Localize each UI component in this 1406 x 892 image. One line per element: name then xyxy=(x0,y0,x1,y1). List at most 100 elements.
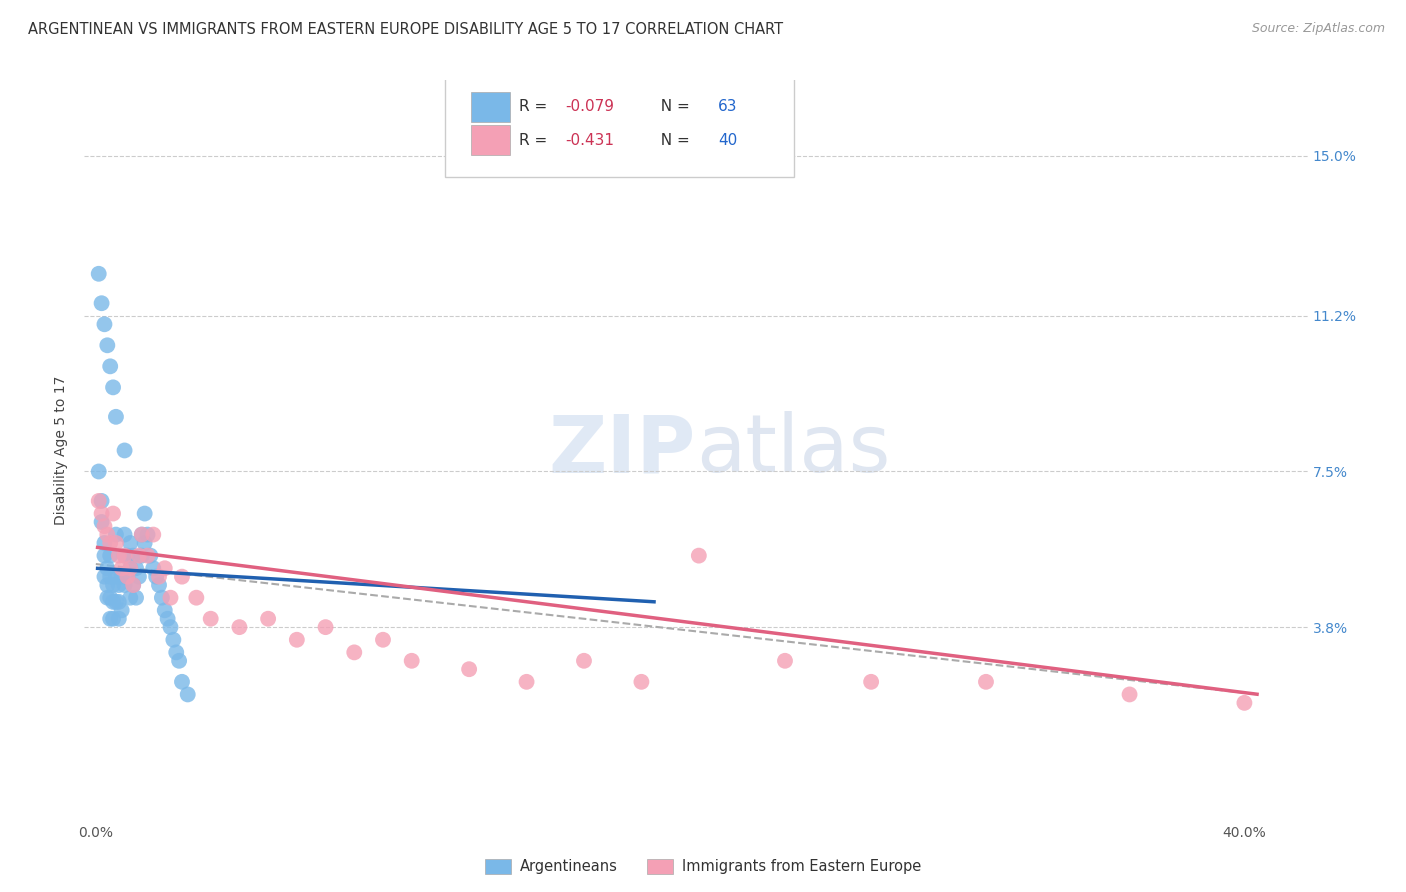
Point xyxy=(1233,696,1256,710)
Point xyxy=(98,536,121,550)
FancyBboxPatch shape xyxy=(471,92,510,121)
Point xyxy=(87,465,110,479)
Point xyxy=(108,549,131,563)
Point xyxy=(134,536,156,550)
Point xyxy=(117,569,139,583)
Point xyxy=(142,561,165,575)
Point xyxy=(153,561,176,575)
Point xyxy=(122,549,145,563)
Point xyxy=(101,612,124,626)
FancyBboxPatch shape xyxy=(471,126,510,155)
Point xyxy=(96,561,118,575)
Point xyxy=(114,549,136,563)
Point xyxy=(125,591,148,605)
Point xyxy=(170,674,193,689)
Point xyxy=(111,561,134,575)
Point xyxy=(104,409,127,424)
Point xyxy=(131,549,153,563)
Point xyxy=(148,578,170,592)
Point xyxy=(371,632,394,647)
Point xyxy=(122,578,145,592)
Point xyxy=(167,654,190,668)
Point xyxy=(108,578,131,592)
Point xyxy=(101,595,124,609)
Point xyxy=(114,578,136,592)
Point xyxy=(90,507,112,521)
Legend: Argentineans, Immigrants from Eastern Europe: Argentineans, Immigrants from Eastern Eu… xyxy=(479,853,927,880)
Point xyxy=(131,527,153,541)
Text: ARGENTINEAN VS IMMIGRANTS FROM EASTERN EUROPE DISABILITY AGE 5 TO 17 CORRELATION: ARGENTINEAN VS IMMIGRANTS FROM EASTERN E… xyxy=(28,22,783,37)
Point xyxy=(1118,688,1140,702)
Text: Source: ZipAtlas.com: Source: ZipAtlas.com xyxy=(1251,22,1385,36)
Text: N =: N = xyxy=(651,133,695,148)
Point xyxy=(401,654,423,668)
Point xyxy=(162,632,184,647)
Point xyxy=(156,612,179,626)
Point xyxy=(87,494,110,508)
Point xyxy=(228,620,250,634)
Point xyxy=(458,662,481,676)
Y-axis label: Disability Age 5 to 17: Disability Age 5 to 17 xyxy=(55,376,69,525)
Point xyxy=(104,595,127,609)
Text: -0.079: -0.079 xyxy=(565,99,614,114)
Point xyxy=(136,549,159,563)
Point xyxy=(93,569,115,583)
Text: ZIP: ZIP xyxy=(548,411,696,490)
Text: -0.431: -0.431 xyxy=(565,133,614,148)
Point xyxy=(87,267,110,281)
Point xyxy=(150,591,173,605)
Point xyxy=(117,569,139,583)
Point xyxy=(516,674,538,689)
Point xyxy=(101,380,124,394)
Point xyxy=(773,654,796,668)
Point xyxy=(134,507,156,521)
Point xyxy=(104,569,127,583)
Point xyxy=(343,645,366,659)
Point xyxy=(96,527,118,541)
Point xyxy=(104,527,127,541)
Point xyxy=(170,569,193,583)
Point xyxy=(131,527,153,541)
Point xyxy=(117,549,139,563)
Point xyxy=(108,612,131,626)
Point xyxy=(159,620,181,634)
Point xyxy=(93,536,115,550)
Point xyxy=(90,515,112,529)
Point xyxy=(688,549,710,563)
Point xyxy=(93,549,115,563)
Point xyxy=(572,654,595,668)
Point xyxy=(630,674,652,689)
Point xyxy=(974,674,997,689)
Point xyxy=(101,578,124,592)
Point xyxy=(120,561,142,575)
Point xyxy=(114,443,136,458)
Text: N =: N = xyxy=(651,99,695,114)
Point xyxy=(145,569,167,583)
Point xyxy=(111,603,134,617)
Text: R =: R = xyxy=(519,99,551,114)
Point xyxy=(98,591,121,605)
Point xyxy=(114,549,136,563)
Point xyxy=(111,569,134,583)
Point xyxy=(142,527,165,541)
Text: 63: 63 xyxy=(718,99,738,114)
Text: atlas: atlas xyxy=(696,411,890,490)
Point xyxy=(120,561,142,575)
Point xyxy=(153,603,176,617)
Point xyxy=(128,549,150,563)
Point xyxy=(128,569,150,583)
Point xyxy=(96,338,118,352)
Point xyxy=(114,527,136,541)
Point xyxy=(98,359,121,374)
Point xyxy=(285,632,308,647)
Point xyxy=(108,595,131,609)
Point xyxy=(120,591,142,605)
Point xyxy=(122,578,145,592)
Point xyxy=(120,536,142,550)
Point xyxy=(104,536,127,550)
Text: R =: R = xyxy=(519,133,551,148)
FancyBboxPatch shape xyxy=(446,77,794,177)
Point xyxy=(139,549,162,563)
Point xyxy=(200,612,222,626)
Point xyxy=(860,674,883,689)
